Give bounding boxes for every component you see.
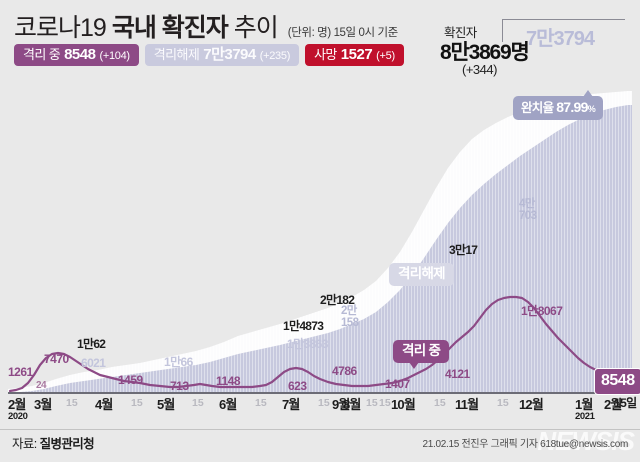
legend-isolating-value: 8548	[64, 46, 96, 63]
xtick-minor-2: 15	[131, 397, 143, 409]
label-released-24: 24	[36, 380, 47, 391]
series-isolating-line	[8, 295, 634, 392]
label-released-13863: 1만3863	[287, 337, 328, 351]
label-total-30017: 3만17	[449, 243, 478, 257]
xaxis-year-2020: 2020	[8, 411, 28, 422]
label-isolating-1407: 1407	[385, 377, 410, 391]
xtick-feb-2020: 2월	[8, 397, 26, 412]
xtick-minor-6: 15	[379, 397, 391, 409]
label-isolating-18067: 1만8067	[521, 304, 563, 318]
cure-rate-unit: %	[587, 104, 596, 114]
legend-badge-isolating[interactable]: 격리 중 8548 (+104)	[14, 44, 139, 66]
band-label-released[interactable]: 격리해제	[389, 263, 454, 286]
source-value: 질병관리청	[39, 437, 95, 451]
label-isolating-4786: 4786	[332, 364, 357, 378]
xtick-last-day: 15일	[614, 396, 637, 410]
label-isolating-1148: 1148	[216, 374, 241, 388]
xtick-oct-2020: 10월	[391, 397, 416, 412]
xtick-nov-2020: 11월	[455, 397, 479, 412]
xtick-jun-2020: 6월	[219, 397, 237, 412]
xtick-apr-2020: 4월	[95, 397, 113, 412]
legend: 격리 중 8548 (+104) 격리해제 7만3794 (+235) 사망 1…	[14, 44, 404, 66]
legend-released-value: 7만3794	[203, 46, 256, 63]
xaxis-year-2021: 2021	[575, 411, 595, 422]
label-total-20182: 2만182	[320, 293, 355, 307]
label-total-10062: 1만62	[77, 337, 106, 351]
legend-badge-deaths[interactable]: 사망 1527 (+5)	[305, 44, 404, 66]
x-axis: 2월 3월 15 4월 15 5월 15 6월 15 7월 15 8월 15 9…	[0, 394, 640, 428]
cure-rate-value: 87.99	[556, 99, 588, 115]
xtick-mar-2020: 3월	[34, 397, 52, 412]
xtick-dec-2020: 12월	[519, 397, 544, 412]
footer-divider	[0, 429, 640, 430]
summary-label: 확진자	[444, 26, 477, 40]
chart-svg	[8, 91, 634, 392]
label-released-20158: 2만 158	[341, 305, 359, 330]
source-note: 자료: 질병관리청	[12, 433, 95, 452]
xtick-minor-1: 15	[66, 397, 78, 409]
xtick-aug-2020: 8월	[343, 397, 361, 412]
legend-deaths-value: 1527	[340, 46, 373, 63]
newsis-watermark: NEWSIS	[537, 426, 635, 456]
label-isolating-7470: 7470	[44, 352, 69, 366]
xtick-feb-2021: 2월	[604, 397, 622, 412]
legend-deaths-label: 사망	[314, 47, 337, 62]
label-released-6021: 6021	[81, 356, 106, 370]
legend-isolating-delta: (+104)	[99, 50, 130, 62]
label-isolating-1261: 1261	[8, 365, 33, 379]
summary-confirmed: 확진자 8만3869명 (+344) 7만3794	[436, 8, 625, 86]
chart-area	[0, 86, 640, 394]
xtick-sep-2020: 9월	[332, 397, 350, 412]
unit-note: (단위: 명) 15일 0시 기준	[287, 27, 398, 39]
legend-isolating-label: 격리 중	[23, 47, 61, 62]
endpoint-value-badge[interactable]: 8548	[594, 368, 640, 395]
legend-released-label: 격리해제	[153, 47, 200, 62]
xtick-minor-9: 15	[497, 397, 509, 409]
series-released-stripes	[8, 105, 632, 392]
xtick-jan-2021: 1월	[575, 397, 593, 412]
label-released-10066: 1만66	[164, 355, 193, 369]
xtick-minor-4: 15	[255, 397, 267, 409]
x-axis-line	[8, 392, 632, 394]
label-released-40703: 4만 703	[519, 198, 537, 223]
summary-value: 8만3869명	[440, 41, 530, 64]
label-total-14873: 1만4873	[283, 319, 324, 333]
xtick-minor-8: 15	[434, 397, 446, 409]
summary-delta: (+344)	[462, 62, 497, 77]
title-part-2: 국내 확진자	[111, 14, 229, 42]
band-label-isolating[interactable]: 격리 중	[393, 340, 450, 368]
cure-rate-label: 완치율	[521, 101, 554, 115]
cure-rate-badge[interactable]: 완치율 87.99%	[513, 90, 604, 120]
legend-deaths-delta: (+5)	[376, 50, 395, 62]
xtick-jul-2020: 7월	[282, 397, 300, 412]
legend-badge-released[interactable]: 격리해제 7만3794 (+235)	[144, 44, 300, 66]
title-part-1: 코로나19	[14, 14, 107, 42]
xtick-minor-3: 15	[192, 397, 204, 409]
label-isolating-4121: 4121	[445, 367, 470, 381]
credit-line: 21.02.15 전진우 그래픽 기자 618tue@newsis.com	[422, 439, 628, 450]
title-part-3: 추이	[233, 14, 279, 42]
xtick-may-2020: 5월	[157, 397, 175, 412]
page-title: 코로나19 국내 확진자 추이 (단위: 명) 15일 0시 기준	[14, 8, 484, 42]
xtick-minor-7: 15	[366, 397, 378, 409]
label-isolating-713: 713	[170, 379, 189, 393]
legend-released-delta: (+235)	[259, 50, 291, 62]
summary-bracket-line	[502, 19, 625, 42]
xtick-minor-5: 15	[318, 397, 330, 409]
summary-released-total: 7만3794	[526, 28, 595, 50]
label-isolating-623: 623	[288, 379, 307, 393]
label-isolating-1459: 1459	[118, 373, 143, 387]
source-label: 자료:	[12, 437, 37, 451]
